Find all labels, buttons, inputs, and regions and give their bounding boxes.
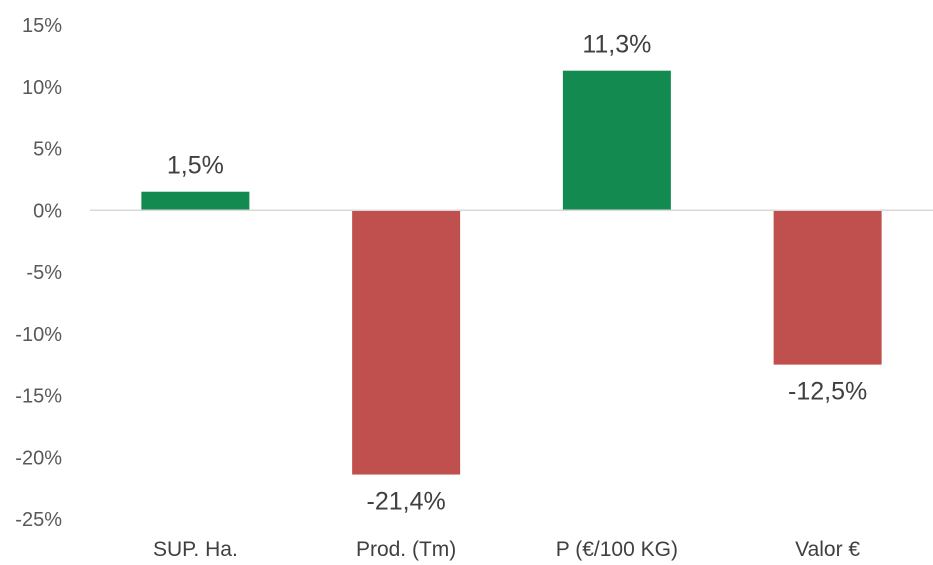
x-category-label: Valor € <box>795 538 860 561</box>
data-label: -21,4% <box>367 488 446 516</box>
data-label: 11,3% <box>582 31 651 59</box>
bar <box>352 210 461 475</box>
bars <box>141 70 882 475</box>
y-tick-label: 5% <box>33 139 62 161</box>
y-tick-label: -5% <box>26 262 62 284</box>
x-category-label: SUP. Ha. <box>153 538 238 561</box>
bar <box>141 191 250 211</box>
data-labels: 1,5% -21,4% 11,3% -12,5% <box>167 31 867 516</box>
y-tick-label: -25% <box>15 509 62 531</box>
y-tick-label: 15% <box>22 15 62 37</box>
x-category-label: P (€/100 KG) <box>556 538 678 561</box>
x-category-label: Prod. (Tm) <box>356 538 456 561</box>
data-label: 1,5% <box>167 152 224 180</box>
y-tick-label: -15% <box>15 386 62 408</box>
y-tick-label: -20% <box>15 447 62 469</box>
bar <box>562 70 671 211</box>
y-axis-tick-labels: 15% 10% 5% 0% -5% -10% -15% -20% -25% <box>15 15 62 531</box>
y-tick-label: -10% <box>15 324 62 346</box>
data-label: -12,5% <box>788 378 867 406</box>
y-tick-label: 10% <box>22 77 62 99</box>
x-axis-category-labels: SUP. Ha. Prod. (Tm) P (€/100 KG) Valor € <box>153 538 860 561</box>
bar <box>773 210 882 365</box>
y-tick-label: 0% <box>33 200 62 222</box>
